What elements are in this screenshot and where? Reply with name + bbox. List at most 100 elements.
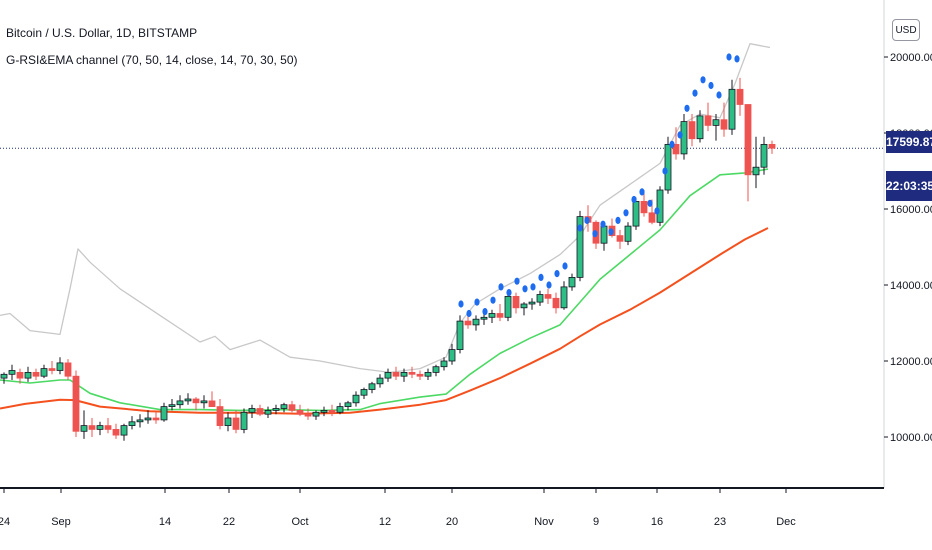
rsi-signal-dot (584, 216, 590, 224)
candle-body (664, 143, 672, 191)
bear-candle (16, 368, 24, 384)
bull-candle (96, 421, 104, 436)
candle-body (120, 425, 128, 436)
bear-candle (48, 361, 56, 375)
rsi-signal-dot (708, 81, 714, 90)
candle-body (248, 408, 256, 413)
bear-candle (552, 292, 560, 314)
candle-body (728, 88, 736, 130)
candle-body (544, 294, 552, 299)
candle-body (288, 404, 296, 411)
rsi-signal-dot (692, 89, 698, 97)
bull-candle (40, 364, 48, 379)
candle-body (560, 286, 568, 309)
bull-candle (440, 357, 448, 371)
bear-candle (208, 391, 216, 407)
candle-body (488, 313, 496, 318)
candles-layer (0, 77, 776, 441)
candle-body (296, 409, 304, 415)
x-tick-label: Oct (291, 516, 308, 528)
bear-candle (704, 102, 712, 132)
bull-candle (8, 364, 16, 380)
candle-body (56, 362, 64, 371)
currency-button[interactable]: USD (892, 19, 920, 41)
bear-candle (216, 399, 224, 430)
bull-candle (264, 406, 272, 418)
candle-body (272, 408, 280, 411)
rsi-signal-dot (577, 224, 583, 232)
candle-body (536, 294, 544, 303)
candle-body (328, 409, 336, 413)
bear-candle (288, 400, 296, 413)
candle-body (128, 421, 136, 426)
rsi-signal-dot (700, 76, 706, 84)
bear-candle (408, 366, 416, 379)
rsi-signal-dot (562, 262, 568, 270)
candle-body (32, 371, 40, 377)
bull-candle (320, 406, 328, 417)
candle-body (48, 368, 56, 371)
candle-body (264, 409, 272, 415)
candle-body (656, 189, 664, 223)
bull-candle (160, 402, 168, 422)
candle-body (440, 360, 448, 368)
rsi-channel-layer (0, 43, 771, 374)
y-tick-label: 14000.00 (890, 280, 932, 292)
bull-candle (24, 366, 32, 382)
rsi-signal-dot (538, 273, 544, 281)
candle-body (760, 143, 768, 168)
candle-body (216, 406, 224, 427)
y-tick-label: 20000.00 (890, 52, 932, 64)
rsi-signal-dot (530, 283, 536, 291)
bear-candle (88, 418, 96, 437)
rsi-signal-dot (608, 228, 614, 236)
bear-candle (496, 304, 504, 322)
bull-candle (200, 395, 208, 409)
bear-candle (328, 404, 336, 417)
rsi-signal-dot (546, 281, 552, 289)
bull-candle (728, 79, 736, 135)
bear-candle (256, 404, 264, 417)
candle-body (24, 371, 32, 379)
bull-candle (128, 416, 136, 430)
x-tick-label: Sep (51, 516, 71, 528)
bear-candle (72, 370, 80, 437)
rsi-signal-dot (458, 300, 464, 308)
indicator-legend[interactable]: G-RSI&EMA channel (70, 50, 14, close, 14… (6, 53, 298, 67)
channel-line (0, 43, 771, 374)
bull-candle (240, 408, 248, 434)
bull-candle (760, 136, 768, 175)
bear-candle (192, 397, 200, 411)
bull-candle (368, 381, 376, 394)
candle-body (304, 413, 312, 417)
candle-body (752, 166, 760, 176)
rsi-signal-dot (639, 188, 645, 196)
rsi-signal-dot (716, 91, 722, 99)
bull-candle (352, 391, 360, 407)
candle-body (112, 428, 120, 436)
bull-candle (472, 315, 480, 331)
bull-candle (136, 414, 144, 428)
candle-body (256, 408, 264, 415)
bull-candle (0, 372, 8, 384)
rsi-signal-dot (554, 270, 560, 278)
rsi-signal-dot (654, 207, 660, 215)
symbol-title[interactable]: Bitcoin / U.S. Dollar, 1D, BITSTAMP (6, 26, 198, 40)
candle-body (144, 417, 152, 421)
candle-body (528, 301, 536, 305)
bear-candle (688, 114, 696, 147)
bull-candle (360, 387, 368, 399)
candle-body (184, 398, 192, 402)
bull-candle (168, 399, 176, 411)
bull-candle (712, 114, 720, 141)
candle-body (504, 295, 512, 318)
candle-body (160, 406, 168, 421)
x-tick-label: 9 (593, 516, 599, 528)
bull-candle (568, 273, 576, 291)
bear-candle (512, 292, 520, 314)
bull-candle (120, 423, 128, 441)
bear-candle (152, 412, 160, 424)
candle-body (104, 425, 112, 430)
candle-body (640, 200, 648, 214)
